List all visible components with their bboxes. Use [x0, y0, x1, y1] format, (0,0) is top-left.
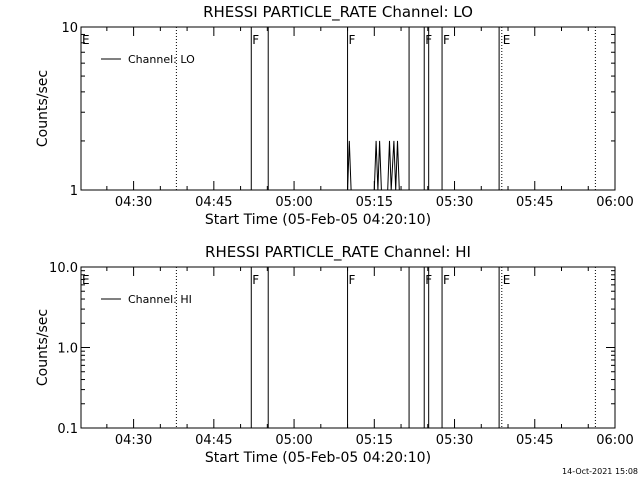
x-tick-label: 06:00 [596, 195, 633, 210]
x-tick-label: 04:45 [195, 433, 232, 448]
y-tick-label: 0.1 [57, 422, 78, 437]
flag-label: F [252, 33, 259, 47]
flag-label: E [82, 33, 90, 47]
x-tick-label: 05:30 [436, 195, 473, 210]
x-tick-label: 05:30 [436, 433, 473, 448]
x-tick-label: 04:30 [115, 195, 152, 210]
x-tick-label: 06:00 [596, 433, 633, 448]
flag-label: E [503, 33, 511, 47]
series-line [347, 140, 400, 191]
y-axis-label: Counts/sec [35, 309, 51, 386]
legend-label: Channel: HI [128, 293, 192, 306]
hi-channel-panel: RHESSI PARTICLE_RATE Channel: HI 04:30 04:… [35, 243, 634, 466]
flag-label: F [349, 273, 356, 287]
chart-title: RHESSI PARTICLE_RATE Channel: HI [205, 243, 471, 262]
flag-label: F [349, 33, 356, 47]
x-tick-label: 05:00 [275, 433, 312, 448]
x-tick-label: 05:45 [516, 433, 553, 448]
chart-title: RHESSI PARTICLE_RATE Channel: LO [203, 3, 473, 22]
flag-label: E [82, 273, 90, 287]
x-axis-label: Start Time (05-Feb-05 04:20:10) [205, 450, 431, 466]
y-tick-label: 1.0 [57, 342, 78, 357]
flag-label: F [443, 33, 450, 47]
y-axis-label: Counts/sec [35, 70, 51, 147]
flag-label: F [443, 273, 450, 287]
x-tick-label: 05:00 [275, 195, 312, 210]
x-tick-label: 05:15 [356, 195, 393, 210]
x-axis-label: Start Time (05-Feb-05 04:20:10) [205, 212, 431, 228]
y-tick-label: 1 [70, 184, 78, 199]
y-tick-label: 10.0 [49, 261, 78, 276]
plot-timestamp: 14-Oct-2021 15:08 [562, 467, 638, 476]
x-tick-label: 05:15 [356, 433, 393, 448]
legend-label: Channel: LO [128, 53, 195, 66]
x-tick-label: 05:45 [516, 195, 553, 210]
lo-channel-panel: RHESSI PARTICLE_RATE Channel: LO 04:30 04:… [35, 3, 634, 228]
x-tick-label: 04:45 [195, 195, 232, 210]
flag-label: F [252, 273, 259, 287]
x-tick-label: 04:30 [115, 433, 152, 448]
flag-label: E [503, 273, 511, 287]
y-tick-label: 10 [61, 21, 78, 36]
